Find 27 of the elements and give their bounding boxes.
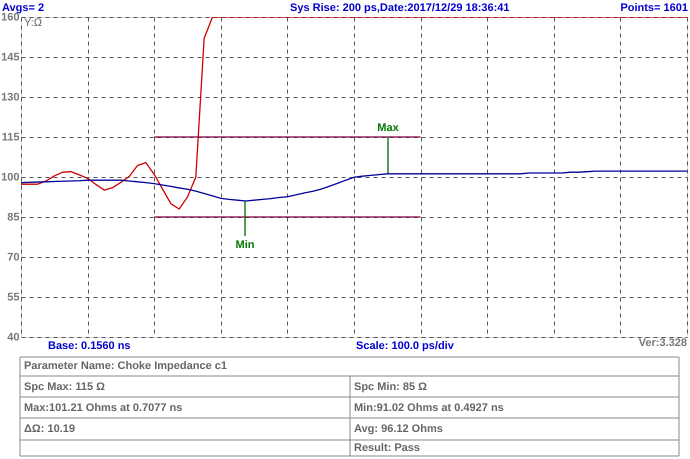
annotation: Ver:3.328 [638,337,687,349]
y-tick-label: 130 [1,92,20,104]
text: Spc Max: 115 Ω [24,381,106,393]
y-tick-label: 115 [2,132,20,144]
text: Avg: 96.12 Ohms [354,423,443,435]
annotation: Max [377,122,400,134]
text: Max:101.21 Ohms at 0.7077 ns [24,402,182,414]
text: Points= 1601 [620,2,688,14]
y-tick-label: 160 [1,12,20,24]
text: Spc Min: 85 Ω [354,381,428,393]
y-tick-label: 85 [7,212,20,224]
y-tick-label: 145 [1,52,20,64]
text: Parameter Name: Choke Impedance c1 [24,360,227,372]
text: ΔΩ: 10.19 [24,423,75,435]
text: Min:91.02 Ohms at 0.4927 ns [354,402,504,414]
line-series [21,170,687,202]
text: Sys Rise: 200 ps,Date:2017/12/29 18:36:41 [290,2,510,14]
annotation: Min [236,239,255,251]
text: Scale: 100.0 ps/div [356,340,455,352]
y-tick-label: 40 [7,332,20,344]
text: Result: Pass [354,442,420,454]
y-tick-label: 100 [1,172,20,184]
y-axis-title: Y:Ω [24,17,42,29]
text: Base: 0.1560 ns [48,340,131,352]
text: Avgs= 2 [2,2,44,14]
y-tick-label: 70 [7,252,20,264]
y-tick-label: 55 [7,292,20,304]
